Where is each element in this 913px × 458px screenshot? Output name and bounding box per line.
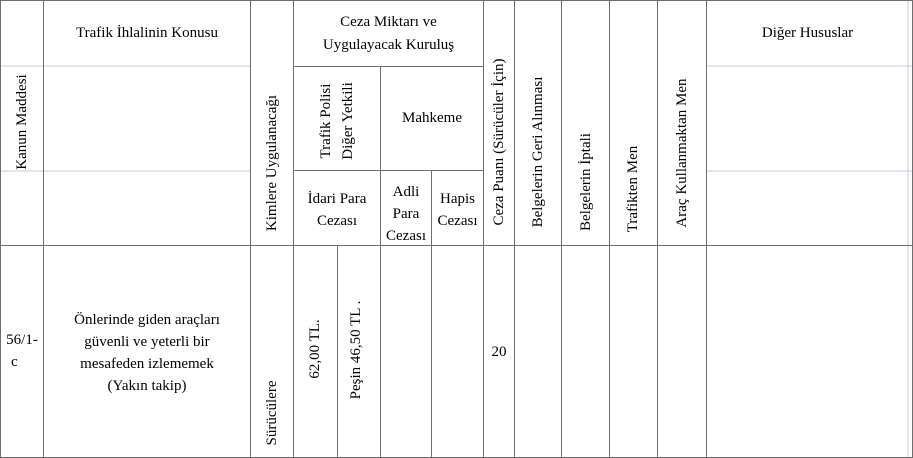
row-idari-para: 62,00 TL. xyxy=(307,319,323,379)
header-idari-para-line2: Cezası xyxy=(317,213,357,229)
header-trafikten-men: Trafikten Men xyxy=(625,145,641,233)
header-kimlere: Kimlere Uygulanacağı xyxy=(264,94,280,232)
header-adli-line3: Cezası xyxy=(386,228,426,244)
header-adli-line1: Adli xyxy=(392,184,420,200)
row-madde-line2: c xyxy=(11,354,18,370)
header-adli-line2: Para xyxy=(392,206,420,222)
header-konu: Trafik İhlalinin Konusu xyxy=(76,25,218,41)
header-ceza-miktari-line2: Uygulayacak Kuruluş xyxy=(322,37,455,53)
row-ceza-puani: 20 xyxy=(491,344,507,360)
header-mahkeme: Mahkeme xyxy=(402,110,462,126)
header-ceza-miktari-line1: Ceza Miktarı ve xyxy=(340,14,437,30)
header-trafik-polisi-line1: Trafik Polisi xyxy=(318,83,334,159)
row-konu-line1: Önlerinde giden araçları xyxy=(74,312,220,328)
header-trafik-polisi: Trafik Polisi Diğer Yetkili xyxy=(315,82,359,160)
header-diger: Diğer Hususlar xyxy=(761,25,854,41)
header-trafik-polisi-line2: Diğer Yetkili xyxy=(340,82,356,160)
row-konu-line2: güvenli ve yeterli bir xyxy=(84,334,210,350)
header-idari-para-line1: İdari Para xyxy=(307,191,367,207)
row-pesin: Peşin 46,50 TL . xyxy=(348,300,364,400)
header-belge-geri: Belgelerin Geri Alınması xyxy=(530,76,546,228)
row-madde-line1: 56/1- xyxy=(6,332,38,348)
row-konu-line4: (Yakın takip) xyxy=(107,378,187,394)
header-ceza-puani: Ceza Puanı (Sürücüler İçin) xyxy=(491,58,507,226)
header-hapis-line1: Hapis xyxy=(440,191,475,207)
header-hapis-line2: Cezası xyxy=(437,213,478,229)
header-kanun-maddesi: Kanun Maddesi xyxy=(14,74,30,170)
header-arac-men: Araç Kullanmaktan Men xyxy=(674,78,690,228)
row-kimlere: Sürücülere xyxy=(264,380,280,446)
row-konu-line3: mesafeden izlememek xyxy=(80,356,214,372)
header-belge-iptal: Belgelerin İptali xyxy=(578,133,594,231)
